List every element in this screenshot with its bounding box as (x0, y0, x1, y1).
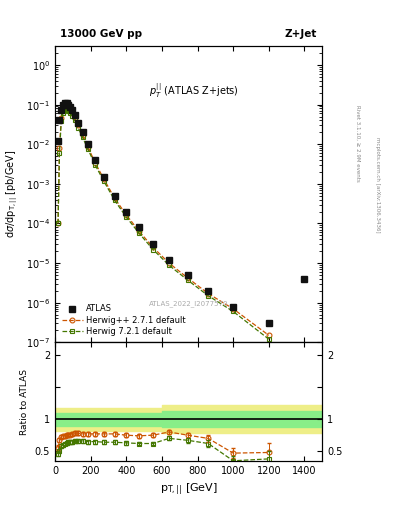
Herwig++ 2.7.1 default (68, 106, 73, 113)
ATLAS (185, 272, 190, 278)
ATLAS (136, 224, 141, 230)
ATLAS (151, 241, 155, 247)
Text: $p_{T}^{||}$ (ATLAS Z+jets): $p_{T}^{||}$ (ATLAS Z+jets) (149, 81, 239, 100)
Herwig++ 2.7.1 default (64, 103, 69, 110)
Herwig++ 2.7.1 default (72, 115, 77, 121)
Text: ATLAS_2022_I2077570: ATLAS_2022_I2077570 (149, 301, 228, 307)
ATLAS (112, 193, 117, 199)
Herwig 7.2.1 default (102, 178, 107, 184)
Herwig++ 2.7.1 default (76, 122, 81, 129)
Text: 13000 GeV pp: 13000 GeV pp (61, 29, 143, 39)
Herwig++ 2.7.1 default (86, 144, 90, 150)
Herwig 7.2.1 default (66, 108, 71, 114)
ATLAS (93, 157, 97, 163)
ATLAS (80, 129, 85, 135)
ATLAS (59, 106, 64, 113)
Legend: ATLAS, Herwig++ 2.7.1 default, Herwig 7.2.1 default: ATLAS, Herwig++ 2.7.1 default, Herwig 7.… (59, 302, 188, 338)
ATLAS (86, 141, 90, 147)
Herwig++ 2.7.1 default (185, 275, 190, 281)
Herwig++ 2.7.1 default (62, 104, 67, 110)
ATLAS (68, 104, 73, 110)
ATLAS (231, 304, 235, 310)
Herwig++ 2.7.1 default (231, 306, 235, 312)
Herwig 7.2.1 default (59, 118, 64, 124)
Herwig++ 2.7.1 default (70, 110, 74, 116)
Herwig++ 2.7.1 default (66, 104, 71, 111)
Herwig 7.2.1 default (266, 336, 271, 342)
Text: Rivet 3.1.10, ≥ 2.9M events: Rivet 3.1.10, ≥ 2.9M events (355, 105, 360, 182)
Herwig++ 2.7.1 default (93, 160, 97, 166)
Text: mcplots.cern.ch [arXiv:1306.3436]: mcplots.cern.ch [arXiv:1306.3436] (375, 137, 380, 232)
Herwig 7.2.1 default (80, 135, 85, 141)
ATLAS (57, 117, 62, 123)
Herwig++ 2.7.1 default (56, 220, 61, 226)
Herwig++ 2.7.1 default (61, 106, 65, 113)
ATLAS (167, 257, 171, 263)
Line: Herwig++ 2.7.1 default: Herwig++ 2.7.1 default (56, 104, 271, 338)
Herwig 7.2.1 default (93, 162, 97, 168)
Herwig 7.2.1 default (136, 230, 141, 236)
ATLAS (66, 101, 71, 108)
Herwig++ 2.7.1 default (112, 195, 117, 201)
Y-axis label: Ratio to ATLAS: Ratio to ATLAS (20, 369, 29, 435)
ATLAS (70, 106, 74, 113)
Herwig 7.2.1 default (64, 106, 69, 113)
Herwig 7.2.1 default (206, 293, 211, 299)
Herwig 7.2.1 default (151, 246, 155, 252)
Herwig++ 2.7.1 default (206, 290, 211, 296)
Herwig++ 2.7.1 default (151, 244, 155, 250)
Herwig++ 2.7.1 default (102, 176, 107, 182)
Herwig 7.2.1 default (231, 308, 235, 314)
Text: Z+Jet: Z+Jet (285, 29, 317, 39)
Herwig 7.2.1 default (167, 262, 171, 268)
ATLAS (76, 120, 81, 126)
ATLAS (62, 100, 67, 106)
Herwig 7.2.1 default (70, 113, 74, 119)
Herwig 7.2.1 default (62, 107, 67, 113)
Herwig 7.2.1 default (61, 110, 65, 116)
Herwig++ 2.7.1 default (59, 115, 64, 121)
Herwig 7.2.1 default (124, 214, 129, 220)
Herwig++ 2.7.1 default (266, 332, 271, 338)
ATLAS (56, 138, 61, 144)
X-axis label: p$_{\mathrm{T,||}}$ [GeV]: p$_{\mathrm{T,||}}$ [GeV] (160, 481, 218, 497)
Line: ATLAS: ATLAS (55, 100, 308, 327)
Herwig++ 2.7.1 default (167, 260, 171, 266)
Herwig++ 2.7.1 default (136, 228, 141, 234)
ATLAS (102, 174, 107, 180)
ATLAS (64, 100, 69, 106)
ATLAS (266, 321, 271, 327)
Herwig 7.2.1 default (68, 110, 73, 116)
Herwig 7.2.1 default (56, 220, 61, 226)
ATLAS (206, 288, 211, 294)
Herwig++ 2.7.1 default (124, 212, 129, 218)
Herwig 7.2.1 default (185, 277, 190, 283)
Line: Herwig 7.2.1 default: Herwig 7.2.1 default (56, 107, 271, 342)
Herwig 7.2.1 default (86, 146, 90, 152)
Herwig++ 2.7.1 default (57, 145, 62, 151)
ATLAS (72, 112, 77, 118)
Herwig 7.2.1 default (76, 125, 81, 131)
ATLAS (124, 208, 129, 215)
Y-axis label: d$\sigma$/dp$_{\mathrm{T,||}}$ [pb/GeV]: d$\sigma$/dp$_{\mathrm{T,||}}$ [pb/GeV] (5, 150, 20, 239)
Herwig 7.2.1 default (57, 150, 62, 156)
ATLAS (302, 276, 307, 282)
Herwig 7.2.1 default (112, 198, 117, 204)
ATLAS (61, 101, 65, 108)
Herwig++ 2.7.1 default (80, 132, 85, 138)
Herwig 7.2.1 default (72, 117, 77, 123)
